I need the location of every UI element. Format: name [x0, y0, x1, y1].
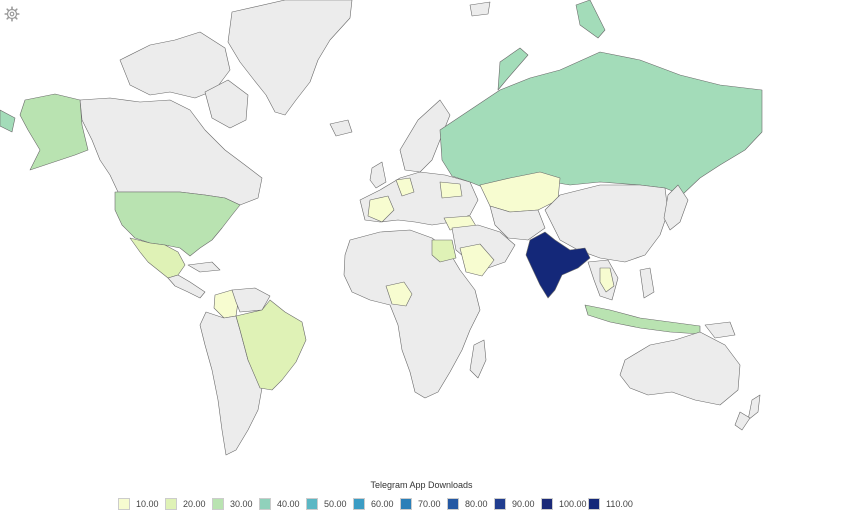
region-united-states[interactable] [114, 191, 241, 257]
legend-label: 10.00 [136, 499, 159, 509]
region-iceland[interactable] [329, 119, 353, 137]
region-brazil[interactable] [235, 299, 307, 391]
region-novaya-zemlya[interactable] [497, 47, 529, 91]
region-saudi-arabia[interactable] [459, 243, 495, 277]
legend-swatch [588, 498, 600, 510]
region-papua[interactable] [704, 321, 736, 339]
legend-label: 30.00 [230, 499, 253, 509]
region-germany[interactable] [395, 177, 415, 197]
region-new-zealand-south[interactable] [734, 411, 751, 431]
legend-item[interactable]: 110.00 [588, 498, 635, 510]
region-severnaya[interactable] [575, 0, 606, 39]
legend-item[interactable]: 40.00 [259, 498, 306, 510]
legend-item[interactable]: 100.00 [541, 498, 588, 510]
legend-swatch [118, 498, 130, 510]
legend-label: 80.00 [465, 499, 488, 509]
legend-label: 40.00 [277, 499, 300, 509]
region-france[interactable] [367, 195, 395, 223]
settings-gear-icon[interactable] [4, 6, 20, 22]
region-russia[interactable] [439, 51, 763, 196]
legend-label: 20.00 [183, 499, 206, 509]
region-new-zealand[interactable] [747, 394, 761, 421]
legend-item[interactable]: 20.00 [165, 498, 212, 510]
legend-swatch [447, 498, 459, 510]
legend-label: 90.00 [512, 499, 535, 509]
legend-swatch [400, 498, 412, 510]
legend-swatch [353, 498, 365, 510]
legend-item[interactable]: 30.00 [212, 498, 259, 510]
region-africa[interactable] [343, 229, 481, 399]
legend-item[interactable]: 90.00 [494, 498, 541, 510]
legend-item[interactable]: 10.00 [118, 498, 165, 510]
world-map [0, 0, 763, 456]
legend-label: 60.00 [371, 499, 394, 509]
region-svalbard[interactable] [469, 1, 491, 17]
region-canada-islands[interactable] [119, 31, 231, 99]
region-ukraine[interactable] [439, 181, 463, 199]
region-scandinavia[interactable] [399, 99, 451, 173]
region-sakhalin[interactable] [0, 109, 16, 133]
map-legend: Telegram App Downloads 10.00 20.00 30.00 40… [0, 478, 843, 531]
legend-item[interactable]: 60.00 [353, 498, 400, 510]
region-japan[interactable] [663, 184, 689, 231]
region-indonesia[interactable] [584, 304, 701, 335]
region-madagascar[interactable] [469, 339, 487, 379]
region-nigeria[interactable] [385, 281, 413, 307]
region-india[interactable] [525, 231, 591, 299]
legend-swatch [212, 498, 224, 510]
legend-swatch [494, 498, 506, 510]
region-uk[interactable] [369, 161, 387, 189]
legend-label: 100.00 [559, 499, 587, 509]
region-central-america[interactable] [167, 274, 206, 299]
legend-swatch [306, 498, 318, 510]
legend-title: Telegram App Downloads [370, 480, 473, 490]
legend-swatch [541, 498, 553, 510]
legend-swatch [259, 498, 271, 510]
legend-label: 70.00 [418, 499, 441, 509]
legend-label: 50.00 [324, 499, 347, 509]
legend-label: 110.00 [606, 499, 633, 509]
region-cuba[interactable] [187, 261, 221, 273]
legend-item[interactable]: 80.00 [447, 498, 494, 510]
region-egypt[interactable] [431, 239, 457, 263]
region-greenland[interactable] [227, 0, 353, 116]
legend-items: 10.00 20.00 30.00 40.00 50.00 60.00 70.00 80.00… [118, 498, 635, 510]
region-australia[interactable] [619, 331, 741, 406]
region-baffin[interactable] [204, 79, 249, 129]
region-philippines[interactable] [639, 267, 655, 299]
legend-item[interactable]: 70.00 [400, 498, 447, 510]
legend-swatch [165, 498, 177, 510]
legend-item[interactable]: 50.00 [306, 498, 353, 510]
region-central-asia[interactable] [489, 205, 546, 241]
region-vietnam[interactable] [599, 267, 615, 293]
region-alaska[interactable] [19, 93, 89, 171]
